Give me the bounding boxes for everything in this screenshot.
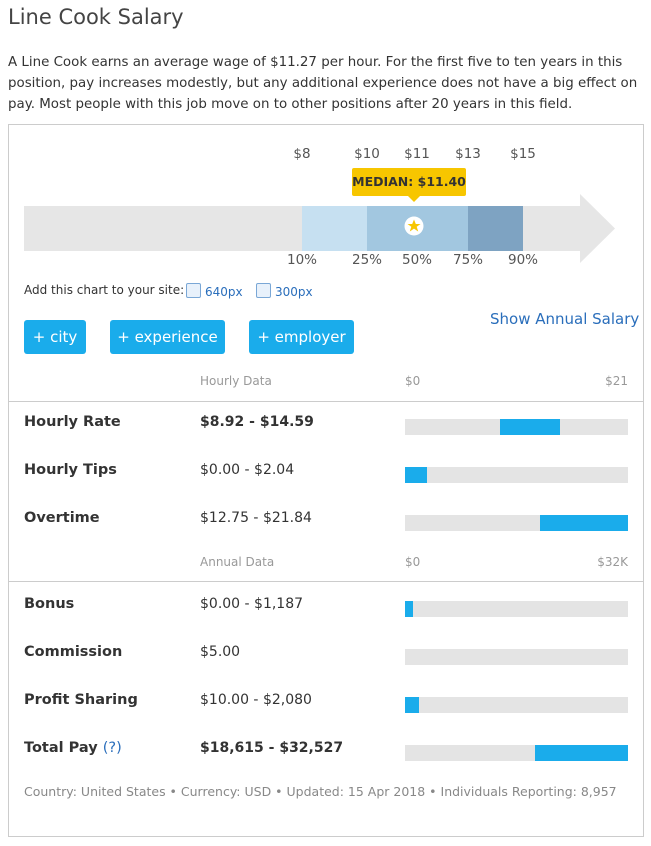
median-star [407,219,421,232]
range-bar [499,419,560,435]
range-track [405,649,628,665]
range-bar [405,697,420,713]
scale-min: $0 [405,555,421,569]
row-label: Hourly Rate [24,414,121,430]
wage-label: $8 [293,146,311,162]
embed-link[interactable]: 640px [186,283,243,299]
wage-label: $13 [455,146,481,162]
embed-size: 300px [275,285,313,299]
row-range: $0.00 - $1,187 [200,596,304,612]
row-range: $12.75 - $21.84 [200,510,312,526]
row-name: Profit Sharing [24,692,138,708]
row-range: $0.00 - $2.04 [200,462,295,478]
row-range: $10.00 - $2,080 [200,692,312,708]
range-bar [534,745,628,761]
percentile-label: 10% [286,252,318,268]
help-link[interactable]: (?) [102,740,122,756]
divider [8,401,643,402]
row-name: Bonus [24,596,75,612]
divider [8,581,643,582]
section-title: Hourly Data [200,374,272,388]
page-title: Line Cook Salary [8,5,184,29]
range-track [405,697,628,713]
wage-label: $15 [510,146,536,162]
row-name: Total Pay [24,740,98,756]
embed-icon [186,283,201,298]
embed-icon [256,283,271,298]
row-label: Hourly Tips [24,462,117,478]
embed-link[interactable]: 300px [256,283,313,299]
range-bar [405,601,414,617]
percentile-label: 25% [351,252,383,268]
wage-label: $11 [404,146,430,162]
range-track [405,601,628,617]
scale-min: $0 [405,374,421,388]
row-name: Hourly Tips [24,462,117,478]
median-value: $11.40 [417,174,466,189]
filter-button[interactable]: + experience [110,320,225,354]
percentile-band [302,206,367,251]
median-badge: MEDIAN: $11.40 [352,168,466,202]
filter-button[interactable]: + employer [249,320,354,354]
range-bar [405,467,427,483]
wage-label: $10 [354,146,380,162]
row-label: Commission [24,644,122,660]
annual-salary-link[interactable]: Show Annual Salary [490,310,640,328]
range-track [405,467,628,483]
row-label: Profit Sharing [24,692,138,708]
scale-max: $32K [597,555,628,569]
scale-max: $21 [605,374,628,388]
salary-panel [8,124,644,837]
arrow-head [580,194,615,263]
row-name: Commission [24,644,123,660]
percentile-label: 75% [452,252,484,268]
row-label: Overtime [24,510,100,526]
row-range: $5.00 [200,644,241,660]
row-range: $18,615 - $32,527 [200,740,344,756]
row-label: Bonus [24,596,74,612]
row-name: Hourly Rate [24,414,121,430]
footer: Country: United States • Currency: USD •… [24,784,617,799]
filter-button[interactable]: + city [24,320,86,354]
percentile-label: 90% [507,252,539,268]
row-range: $8.92 - $14.59 [200,414,314,430]
range-track [405,419,628,435]
percentile-band [468,206,523,251]
median-title: MEDIAN: [352,174,414,189]
percentile-chart [24,194,615,263]
row-name: Overtime [24,510,100,526]
range-track [405,745,628,761]
section-title: Annual Data [200,555,275,569]
range-track [405,515,628,531]
embed-size: 640px [205,285,243,299]
range-bar [540,515,628,531]
description: A Line Cook earns an average wage of $11… [8,55,638,112]
percentile-label: 50% [401,252,433,268]
row-label: Total Pay (?) [24,740,122,756]
embed-text: Add this chart to your site: [24,283,185,297]
